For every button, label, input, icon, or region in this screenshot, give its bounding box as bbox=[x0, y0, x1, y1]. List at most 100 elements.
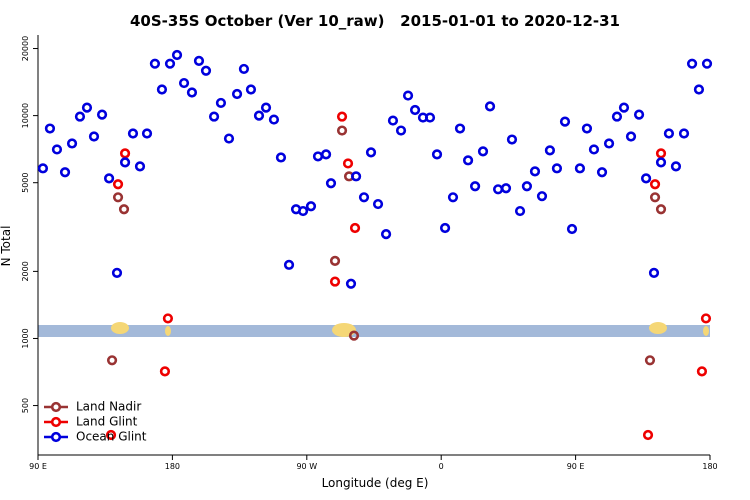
point bbox=[283, 259, 295, 270]
legend-item: Land Glint bbox=[44, 415, 138, 429]
point bbox=[345, 278, 357, 289]
point bbox=[88, 131, 100, 142]
legend-label: Land Glint bbox=[76, 415, 138, 429]
point bbox=[402, 90, 414, 101]
legend-label: Land Nadir bbox=[76, 400, 141, 414]
point bbox=[329, 255, 341, 266]
land-patch bbox=[649, 322, 667, 334]
point bbox=[59, 167, 71, 178]
point bbox=[633, 109, 645, 120]
x-tick-label: 90 E bbox=[567, 462, 585, 471]
point bbox=[670, 161, 682, 172]
land-patch bbox=[703, 326, 709, 336]
point bbox=[81, 102, 93, 113]
point bbox=[74, 111, 86, 122]
y-tick-label: 5000 bbox=[21, 173, 30, 193]
legend-label: Ocean Glint bbox=[76, 430, 147, 444]
point bbox=[477, 146, 489, 157]
point bbox=[51, 144, 63, 155]
y-tick-label: 1000 bbox=[21, 328, 30, 348]
point bbox=[336, 125, 348, 136]
point bbox=[171, 49, 183, 61]
point bbox=[149, 58, 161, 69]
point bbox=[350, 171, 362, 182]
point bbox=[395, 125, 407, 136]
point bbox=[387, 115, 399, 126]
point bbox=[365, 147, 377, 158]
point bbox=[644, 355, 656, 366]
land-patch bbox=[111, 322, 129, 334]
point bbox=[96, 109, 108, 120]
point bbox=[119, 157, 131, 168]
point bbox=[372, 198, 384, 210]
y-tick-label: 10000 bbox=[21, 103, 30, 128]
point bbox=[66, 138, 78, 149]
point bbox=[655, 204, 667, 215]
point bbox=[118, 204, 130, 215]
point bbox=[305, 201, 317, 212]
point bbox=[127, 128, 139, 139]
point bbox=[200, 65, 212, 76]
point bbox=[424, 112, 436, 123]
point bbox=[588, 144, 600, 155]
point bbox=[611, 111, 623, 122]
point bbox=[380, 228, 392, 240]
point bbox=[342, 158, 354, 169]
point bbox=[696, 366, 708, 377]
point bbox=[106, 355, 118, 366]
x-tick-label: 0 bbox=[439, 462, 444, 471]
y-axis-label: N Total bbox=[0, 226, 13, 267]
legend-marker bbox=[50, 416, 62, 428]
point bbox=[655, 157, 667, 168]
point bbox=[162, 313, 174, 324]
point bbox=[245, 84, 257, 95]
point bbox=[431, 149, 443, 160]
point bbox=[320, 149, 332, 160]
point bbox=[678, 128, 690, 139]
point bbox=[551, 163, 563, 174]
point bbox=[529, 166, 541, 177]
point bbox=[500, 183, 512, 194]
y-tick-label: 2000 bbox=[21, 261, 30, 281]
point bbox=[297, 205, 309, 217]
land-patch bbox=[165, 326, 171, 336]
x-tick-label: 90 E bbox=[29, 462, 47, 471]
point bbox=[603, 138, 615, 149]
point bbox=[103, 173, 115, 184]
point bbox=[701, 58, 713, 69]
point bbox=[358, 192, 370, 203]
point bbox=[312, 151, 324, 162]
point bbox=[521, 181, 533, 192]
point bbox=[618, 102, 630, 113]
point bbox=[559, 116, 571, 127]
point bbox=[642, 429, 654, 441]
point bbox=[159, 366, 171, 377]
point bbox=[134, 161, 146, 172]
legend-item: Ocean Glint bbox=[44, 430, 147, 444]
point bbox=[640, 173, 652, 184]
point bbox=[275, 152, 287, 163]
point bbox=[409, 104, 421, 116]
y-tick-label: 500 bbox=[21, 398, 30, 413]
chart-title: 40S-35S October (Ver 10_raw) 2015-01-01 … bbox=[130, 12, 620, 30]
point bbox=[439, 222, 451, 234]
point bbox=[141, 128, 153, 139]
point bbox=[37, 163, 49, 174]
point bbox=[447, 192, 459, 203]
point bbox=[336, 111, 348, 122]
legend-marker bbox=[50, 431, 62, 443]
point bbox=[186, 87, 198, 98]
point bbox=[231, 88, 243, 100]
point bbox=[223, 133, 235, 144]
point bbox=[536, 191, 548, 202]
point bbox=[112, 179, 124, 190]
point bbox=[268, 114, 280, 125]
land-patch bbox=[332, 323, 356, 337]
point bbox=[44, 123, 56, 134]
point bbox=[514, 205, 526, 217]
point bbox=[454, 123, 466, 134]
point bbox=[238, 63, 250, 75]
point bbox=[686, 58, 698, 69]
point bbox=[325, 178, 337, 189]
